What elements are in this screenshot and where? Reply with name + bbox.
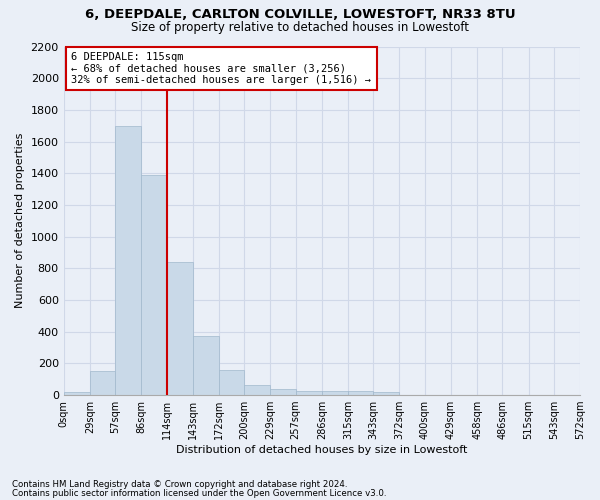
Bar [296,390,322,395]
Text: 6 DEEPDALE: 115sqm
← 68% of detached houses are smaller (3,256)
32% of semi-deta: 6 DEEPDALE: 115sqm ← 68% of detached hou… [71,52,371,85]
Text: Size of property relative to detached houses in Lowestoft: Size of property relative to detached ho… [131,21,469,34]
Bar [90,370,115,395]
Bar [64,392,90,395]
Bar [373,392,400,395]
Bar [219,370,244,395]
Bar [244,385,271,395]
Text: Contains HM Land Registry data © Crown copyright and database right 2024.: Contains HM Land Registry data © Crown c… [12,480,347,489]
Bar [141,175,167,395]
Y-axis label: Number of detached properties: Number of detached properties [15,133,25,308]
Bar [167,262,193,395]
X-axis label: Distribution of detached houses by size in Lowestoft: Distribution of detached houses by size … [176,445,467,455]
Text: Contains public sector information licensed under the Open Government Licence v3: Contains public sector information licen… [12,488,386,498]
Bar [322,390,348,395]
Text: 6, DEEPDALE, CARLTON COLVILLE, LOWESTOFT, NR33 8TU: 6, DEEPDALE, CARLTON COLVILLE, LOWESTOFT… [85,8,515,20]
Bar [348,390,373,395]
Bar [115,126,141,395]
Bar [193,336,219,395]
Bar [271,389,296,395]
